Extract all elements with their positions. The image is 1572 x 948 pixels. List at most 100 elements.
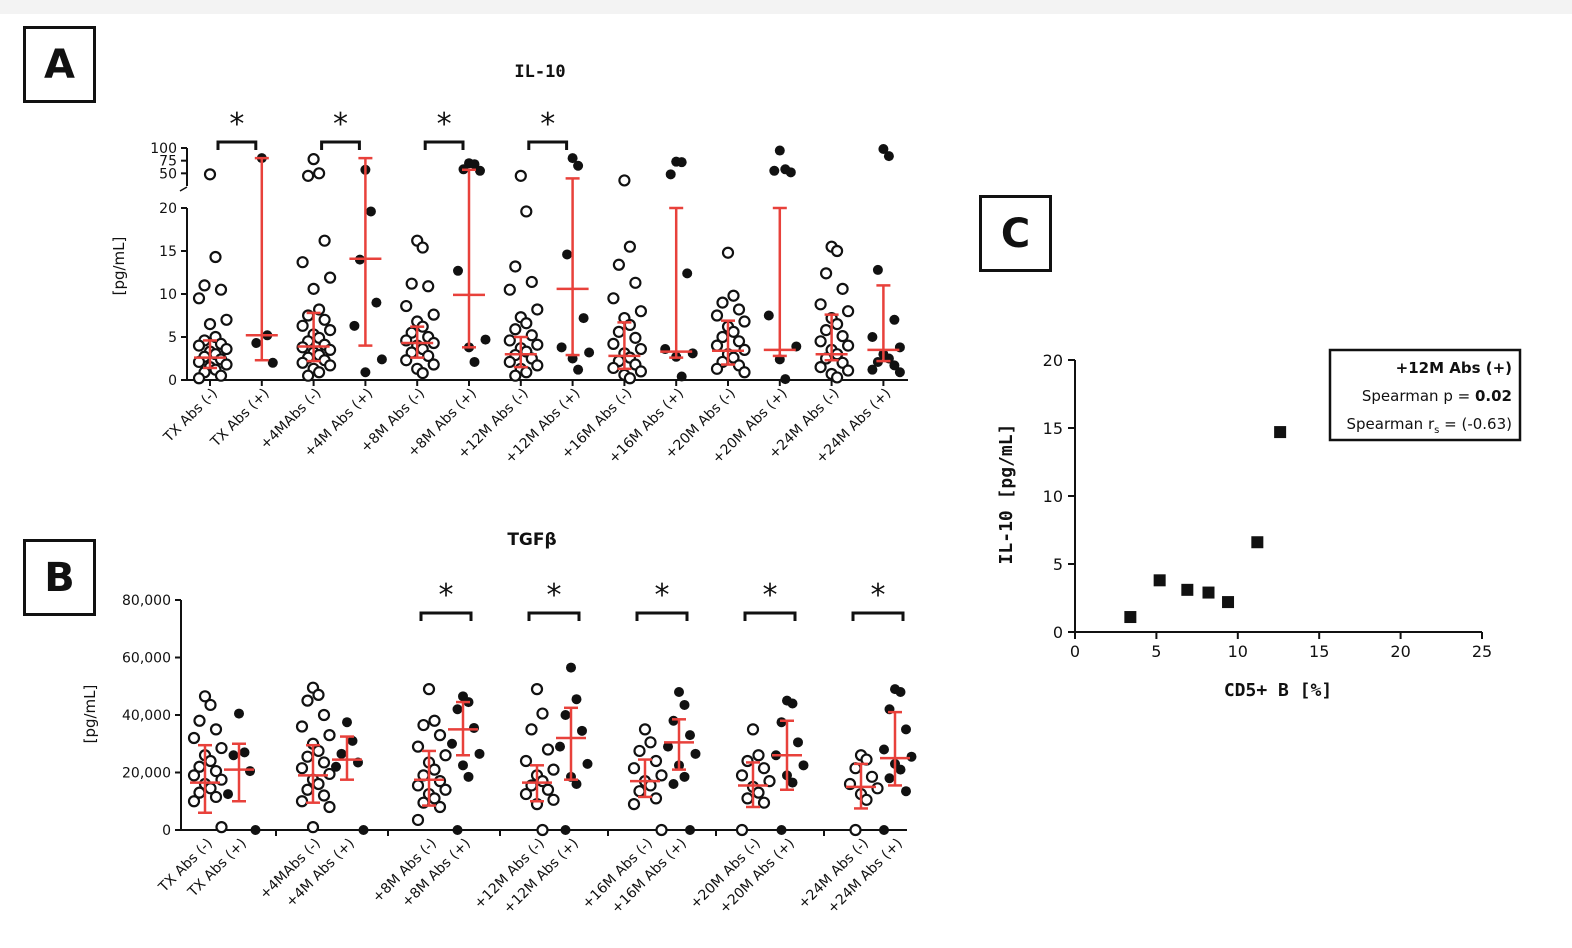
data-point [514,169,527,182]
data-point [349,320,360,331]
data-point [676,157,687,168]
significance-asterisk: * [540,107,555,142]
data-point [250,825,261,835]
data-point [679,771,690,782]
data-point [629,331,642,344]
data-point [427,358,440,371]
data-point [627,798,641,811]
data-point [203,318,217,331]
x-tick-label: 25 [1472,642,1492,661]
data-point [738,315,751,328]
data-point [633,785,646,798]
y-tick-label: 0 [1053,623,1063,642]
data-point [234,708,244,719]
data-point [417,718,430,732]
data-point [1153,574,1166,587]
data-point [411,813,425,827]
data-point [531,338,544,351]
data-point [214,369,228,382]
data-point [607,292,620,305]
data-point [536,707,549,720]
chart-c-plot: 0 5 10 15 20 25 0 5 10 15 20 [1043,351,1493,661]
data-point [895,687,906,697]
data-point [830,318,844,331]
data-point [763,310,774,321]
data-point [710,309,724,322]
legend-line-2: Spearman rs = (-0.63) [1347,415,1512,436]
data-point [318,234,331,247]
data-point [716,296,729,309]
data-point [560,710,571,720]
y-tick-label: 80,000 [122,593,171,609]
data-point [541,783,555,796]
y-tick-label: 15 [159,244,177,260]
data-point [267,357,278,368]
chart-c-legend: +12M Abs (+) Spearman p = 0.02 Spearman … [1328,348,1522,442]
data-point [889,314,900,325]
significance-bracket [419,611,473,621]
data-point [519,754,533,768]
data-point [582,758,593,769]
data-point [452,704,463,715]
data-point [776,717,787,728]
data-point [525,275,538,289]
data-point [193,714,206,727]
significance-asterisk: * [333,107,348,142]
data-point [879,744,889,755]
data-point [520,205,533,218]
data-point [665,169,676,180]
data-point [204,698,217,712]
data-point [422,349,435,363]
significance-bracket [216,140,258,150]
data-point [453,265,463,276]
y-tick-label: 50 [159,166,177,182]
data-point [633,744,646,758]
significance-asterisk: * [547,578,562,613]
data-point [192,372,206,385]
significance-bracket [743,611,797,621]
data-point [458,760,468,771]
y-tick-label: 20 [1043,351,1063,370]
panel-label-a: A [23,26,96,103]
data-point [798,760,809,771]
data-point [623,372,637,385]
data-point [752,786,765,799]
significance-bracket [527,611,581,621]
significance-asterisk: * [439,578,454,613]
data-point [400,354,413,367]
data-point [317,708,331,722]
data-point [841,364,855,377]
data-point [313,366,326,379]
data-point [814,298,827,311]
y-tick-label: 15 [1043,419,1063,438]
data-point [312,744,325,758]
data-point [879,825,889,835]
data-point [573,364,584,375]
data-point [427,308,440,321]
data-point [644,736,657,749]
data-point [405,277,418,290]
data-point [889,360,900,371]
data-point [1251,536,1264,549]
significance-asterisk: * [655,578,670,613]
data-point [727,289,740,302]
y-tick-label: 5 [168,330,177,346]
data-point [690,748,701,759]
data-point [618,174,631,187]
data-point [541,743,555,756]
data-point [439,749,452,762]
data-point [710,339,724,352]
data-point [685,825,695,835]
data-point [573,160,584,171]
data-point [627,762,641,775]
x-tick-label: 5 [1151,642,1161,661]
data-point [474,748,485,759]
data-point [634,365,648,378]
data-point [198,279,211,292]
data-point [220,313,233,326]
data-point [566,662,576,673]
data-point [682,268,693,279]
data-point [814,335,827,348]
y-tick-label: 0 [162,823,171,839]
